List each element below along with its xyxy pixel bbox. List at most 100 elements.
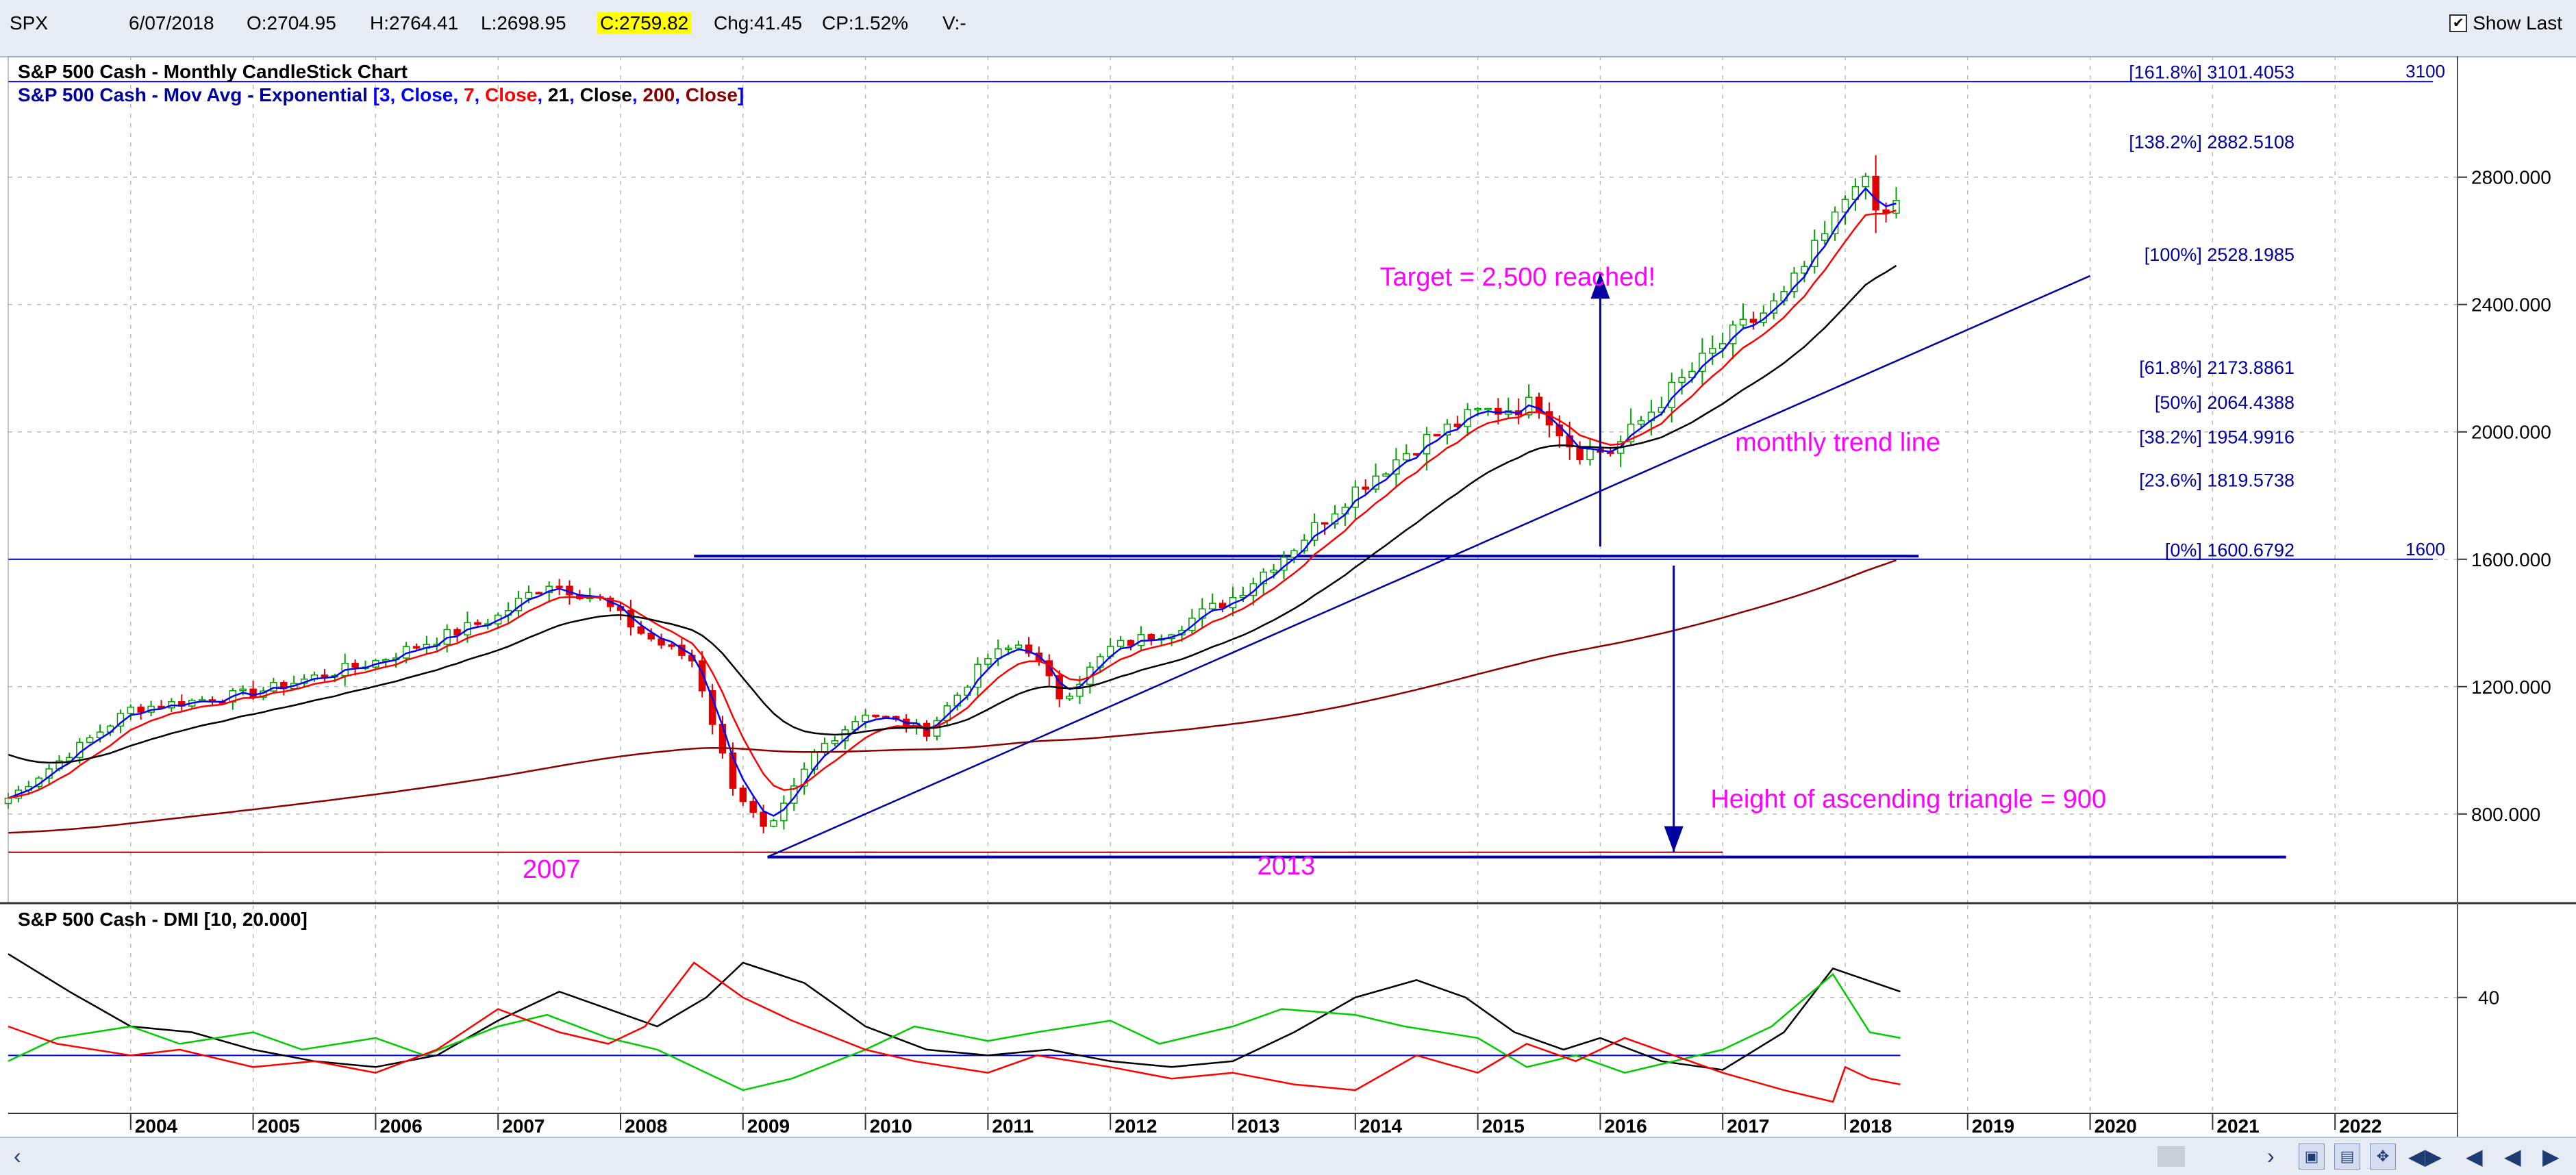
candle-body (1004, 647, 1012, 650)
ema-legend-part: , (537, 84, 548, 105)
candle-body (984, 657, 992, 665)
x-tick-label: 2014 (1360, 1115, 1403, 1137)
candle-body (1362, 486, 1369, 490)
first-page-icon[interactable]: ◀▶ (2408, 1144, 2442, 1169)
last-icon[interactable]: ▶ (2542, 1144, 2560, 1169)
open-label: O:2704.95 (247, 12, 336, 34)
candle-body (1862, 175, 1870, 188)
x-tick-label: 2015 (1482, 1115, 1525, 1137)
ema-series (8, 187, 1897, 834)
candle-body (1025, 644, 1033, 654)
ema-legend-part: Close (580, 84, 632, 105)
x-tick-label: 2018 (1849, 1115, 1892, 1137)
ema-legend-part: , (675, 84, 686, 105)
candle-body (862, 714, 869, 722)
fib-level-label: [50%] 2064.4388 (2155, 392, 2294, 413)
next-icon[interactable]: ◀ (2504, 1144, 2521, 1169)
candle-body (1270, 569, 1277, 573)
y-tick-label: 1600.000 (2471, 549, 2551, 570)
date-label: 6/07/2018 (129, 12, 214, 34)
candle-body (1208, 603, 1216, 609)
ema-legend-part: [3, (373, 84, 401, 105)
candle-body (1433, 433, 1441, 437)
candle-body (137, 707, 145, 713)
arrow-head (1590, 273, 1610, 299)
candle-body (535, 592, 543, 595)
candle-body (1678, 377, 1686, 383)
candle-body (382, 659, 390, 661)
low-label: L:2698.95 (481, 12, 566, 34)
candle-body (1453, 423, 1462, 427)
candle-body (1066, 696, 1073, 700)
candle-body (1351, 486, 1360, 508)
prev-icon[interactable]: ◀ (2466, 1144, 2483, 1169)
candle-body (1495, 407, 1502, 415)
ema-legend-part: Close (485, 84, 537, 105)
fibonacci-levels: [161.8%] 3101.4053 [138.2%] 2882.5108 [100… (2129, 62, 2294, 561)
chart-annotation: monthly trend line (1735, 429, 1940, 457)
chart-annotation: Target = 2,500 reached! (1380, 263, 1655, 292)
scroll-left-icon[interactable]: ‹ (14, 1144, 21, 1168)
fib-level-label: [61.8%] 2173.8861 (2139, 357, 2294, 378)
candle-body (872, 714, 879, 718)
scroll-bar[interactable]: ‹ › ▣ ▤ ✥ ◀▶ ◀ ◀ ▶ (0, 1137, 2576, 1175)
candle-body (1321, 522, 1329, 525)
x-tick-label: 2016 (1604, 1115, 1647, 1137)
x-tick-label: 2012 (1114, 1115, 1157, 1137)
arrow-head (1664, 826, 1684, 852)
candle-body (1760, 312, 1768, 323)
close-label: C:2759.82 (597, 12, 692, 34)
level-label: 3100 (2405, 61, 2445, 81)
candle-body (1310, 522, 1318, 541)
x-tick-label: 2017 (1727, 1115, 1769, 1137)
show-last-toggle[interactable]: ✔ Show Last (2449, 12, 2562, 34)
ema-3-line (8, 187, 1897, 817)
candle-body (1116, 640, 1125, 647)
ema-legend-part: , (453, 84, 464, 105)
chart-area[interactable]: 3100 1600 [161.8%] 3101.4053 [138.2%] 2882… (0, 56, 2576, 1137)
text-annotations: Target = 2,500 reached! monthly trend lin… (523, 263, 2106, 884)
y-tick-label: 2800.000 (2471, 167, 2551, 188)
candle-body (760, 811, 767, 827)
x-tick-label: 2010 (870, 1115, 912, 1137)
volume-label: V:- (942, 12, 966, 34)
horizontal-levels: 3100 1600 (8, 61, 2445, 859)
scroll-thumb[interactable] (2158, 1146, 2185, 1167)
x-tick-label: 2020 (2094, 1115, 2137, 1137)
candle-body (729, 752, 737, 789)
show-last-checkbox[interactable]: ✔ (2449, 14, 2468, 32)
candle-body (1831, 211, 1839, 235)
y-tick-label: 2400.000 (2471, 294, 2551, 316)
candle-body (555, 585, 563, 588)
candle-body (1014, 644, 1023, 649)
candlestick-series (4, 155, 1900, 834)
trend-annotations (767, 273, 2091, 858)
candle-body (1372, 475, 1379, 490)
price-grid (8, 56, 2458, 903)
y-tick-label: 1200.000 (2471, 677, 2551, 698)
candle-body (1076, 683, 1084, 697)
candle-body (86, 737, 94, 743)
quote-bar: SPX 6/07/2018 O:2704.95 H:2764.41 L:2698… (0, 0, 2576, 58)
zoom-in-icon[interactable]: ▣ (2299, 1144, 2325, 1170)
change-label: Chg:41.45 (714, 12, 803, 34)
ema-21-line (8, 264, 1897, 764)
zoom-out-icon[interactable]: ▤ (2334, 1144, 2360, 1170)
scroll-right-icon[interactable]: › (2267, 1144, 2275, 1168)
candle-body (1790, 273, 1798, 292)
candle-body (1872, 175, 1879, 211)
candle-body (1260, 571, 1267, 585)
y-tick-label: 800.000 (2471, 804, 2540, 825)
crosshair-icon[interactable]: ✥ (2370, 1144, 2396, 1170)
x-tick-label: 2019 (1972, 1115, 2014, 1137)
ema-legend-part: Close (401, 84, 453, 105)
ema-legend-part: 21 (548, 84, 569, 105)
candle-body (647, 633, 655, 640)
candle-body (1218, 603, 1227, 609)
candle-body (708, 690, 716, 725)
candle-body (474, 622, 482, 625)
fib-level-label: [100%] 2528.1985 (2144, 244, 2294, 265)
x-tick-label: 2013 (1237, 1115, 1279, 1137)
candle-body (1699, 353, 1706, 372)
